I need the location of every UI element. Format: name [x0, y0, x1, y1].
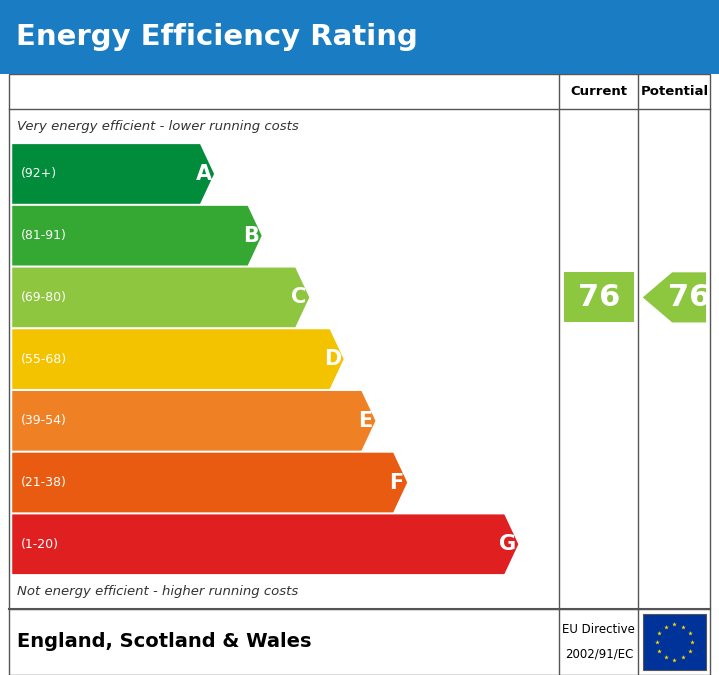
Bar: [643, 614, 706, 670]
Bar: [9, 74, 710, 609]
Text: 76: 76: [578, 283, 620, 312]
Text: (39-54): (39-54): [21, 414, 67, 427]
Text: England, Scotland & Wales: England, Scotland & Wales: [17, 632, 312, 651]
Text: E: E: [358, 411, 372, 431]
Text: Not energy efficient - higher running costs: Not energy efficient - higher running co…: [17, 585, 298, 599]
Text: (81-91): (81-91): [21, 230, 67, 242]
Bar: [564, 272, 634, 323]
Text: B: B: [243, 225, 259, 246]
Text: D: D: [324, 349, 342, 369]
Text: (55-68): (55-68): [21, 352, 67, 366]
Bar: [9, 609, 710, 675]
Text: 76: 76: [668, 283, 710, 312]
Text: 2002/91/EC: 2002/91/EC: [564, 647, 633, 661]
Text: EU Directive: EU Directive: [562, 623, 636, 637]
Text: Potential: Potential: [641, 85, 708, 99]
Text: (21-38): (21-38): [21, 476, 67, 489]
Text: G: G: [499, 534, 516, 554]
Polygon shape: [12, 329, 344, 389]
Text: Energy Efficiency Rating: Energy Efficiency Rating: [16, 23, 418, 51]
Polygon shape: [12, 144, 214, 204]
Polygon shape: [643, 272, 706, 323]
Polygon shape: [12, 206, 262, 265]
Text: (1-20): (1-20): [21, 538, 59, 551]
Text: (69-80): (69-80): [21, 291, 67, 304]
Polygon shape: [12, 391, 375, 451]
Text: F: F: [390, 472, 404, 493]
Text: Very energy efficient - lower running costs: Very energy efficient - lower running co…: [17, 119, 299, 133]
Text: (92+): (92+): [21, 167, 57, 180]
Text: Current: Current: [570, 85, 628, 99]
Text: C: C: [291, 288, 306, 307]
Bar: [0, 0, 719, 74]
Polygon shape: [12, 267, 309, 327]
Text: A: A: [196, 164, 211, 184]
Polygon shape: [12, 514, 518, 574]
Polygon shape: [12, 453, 407, 512]
